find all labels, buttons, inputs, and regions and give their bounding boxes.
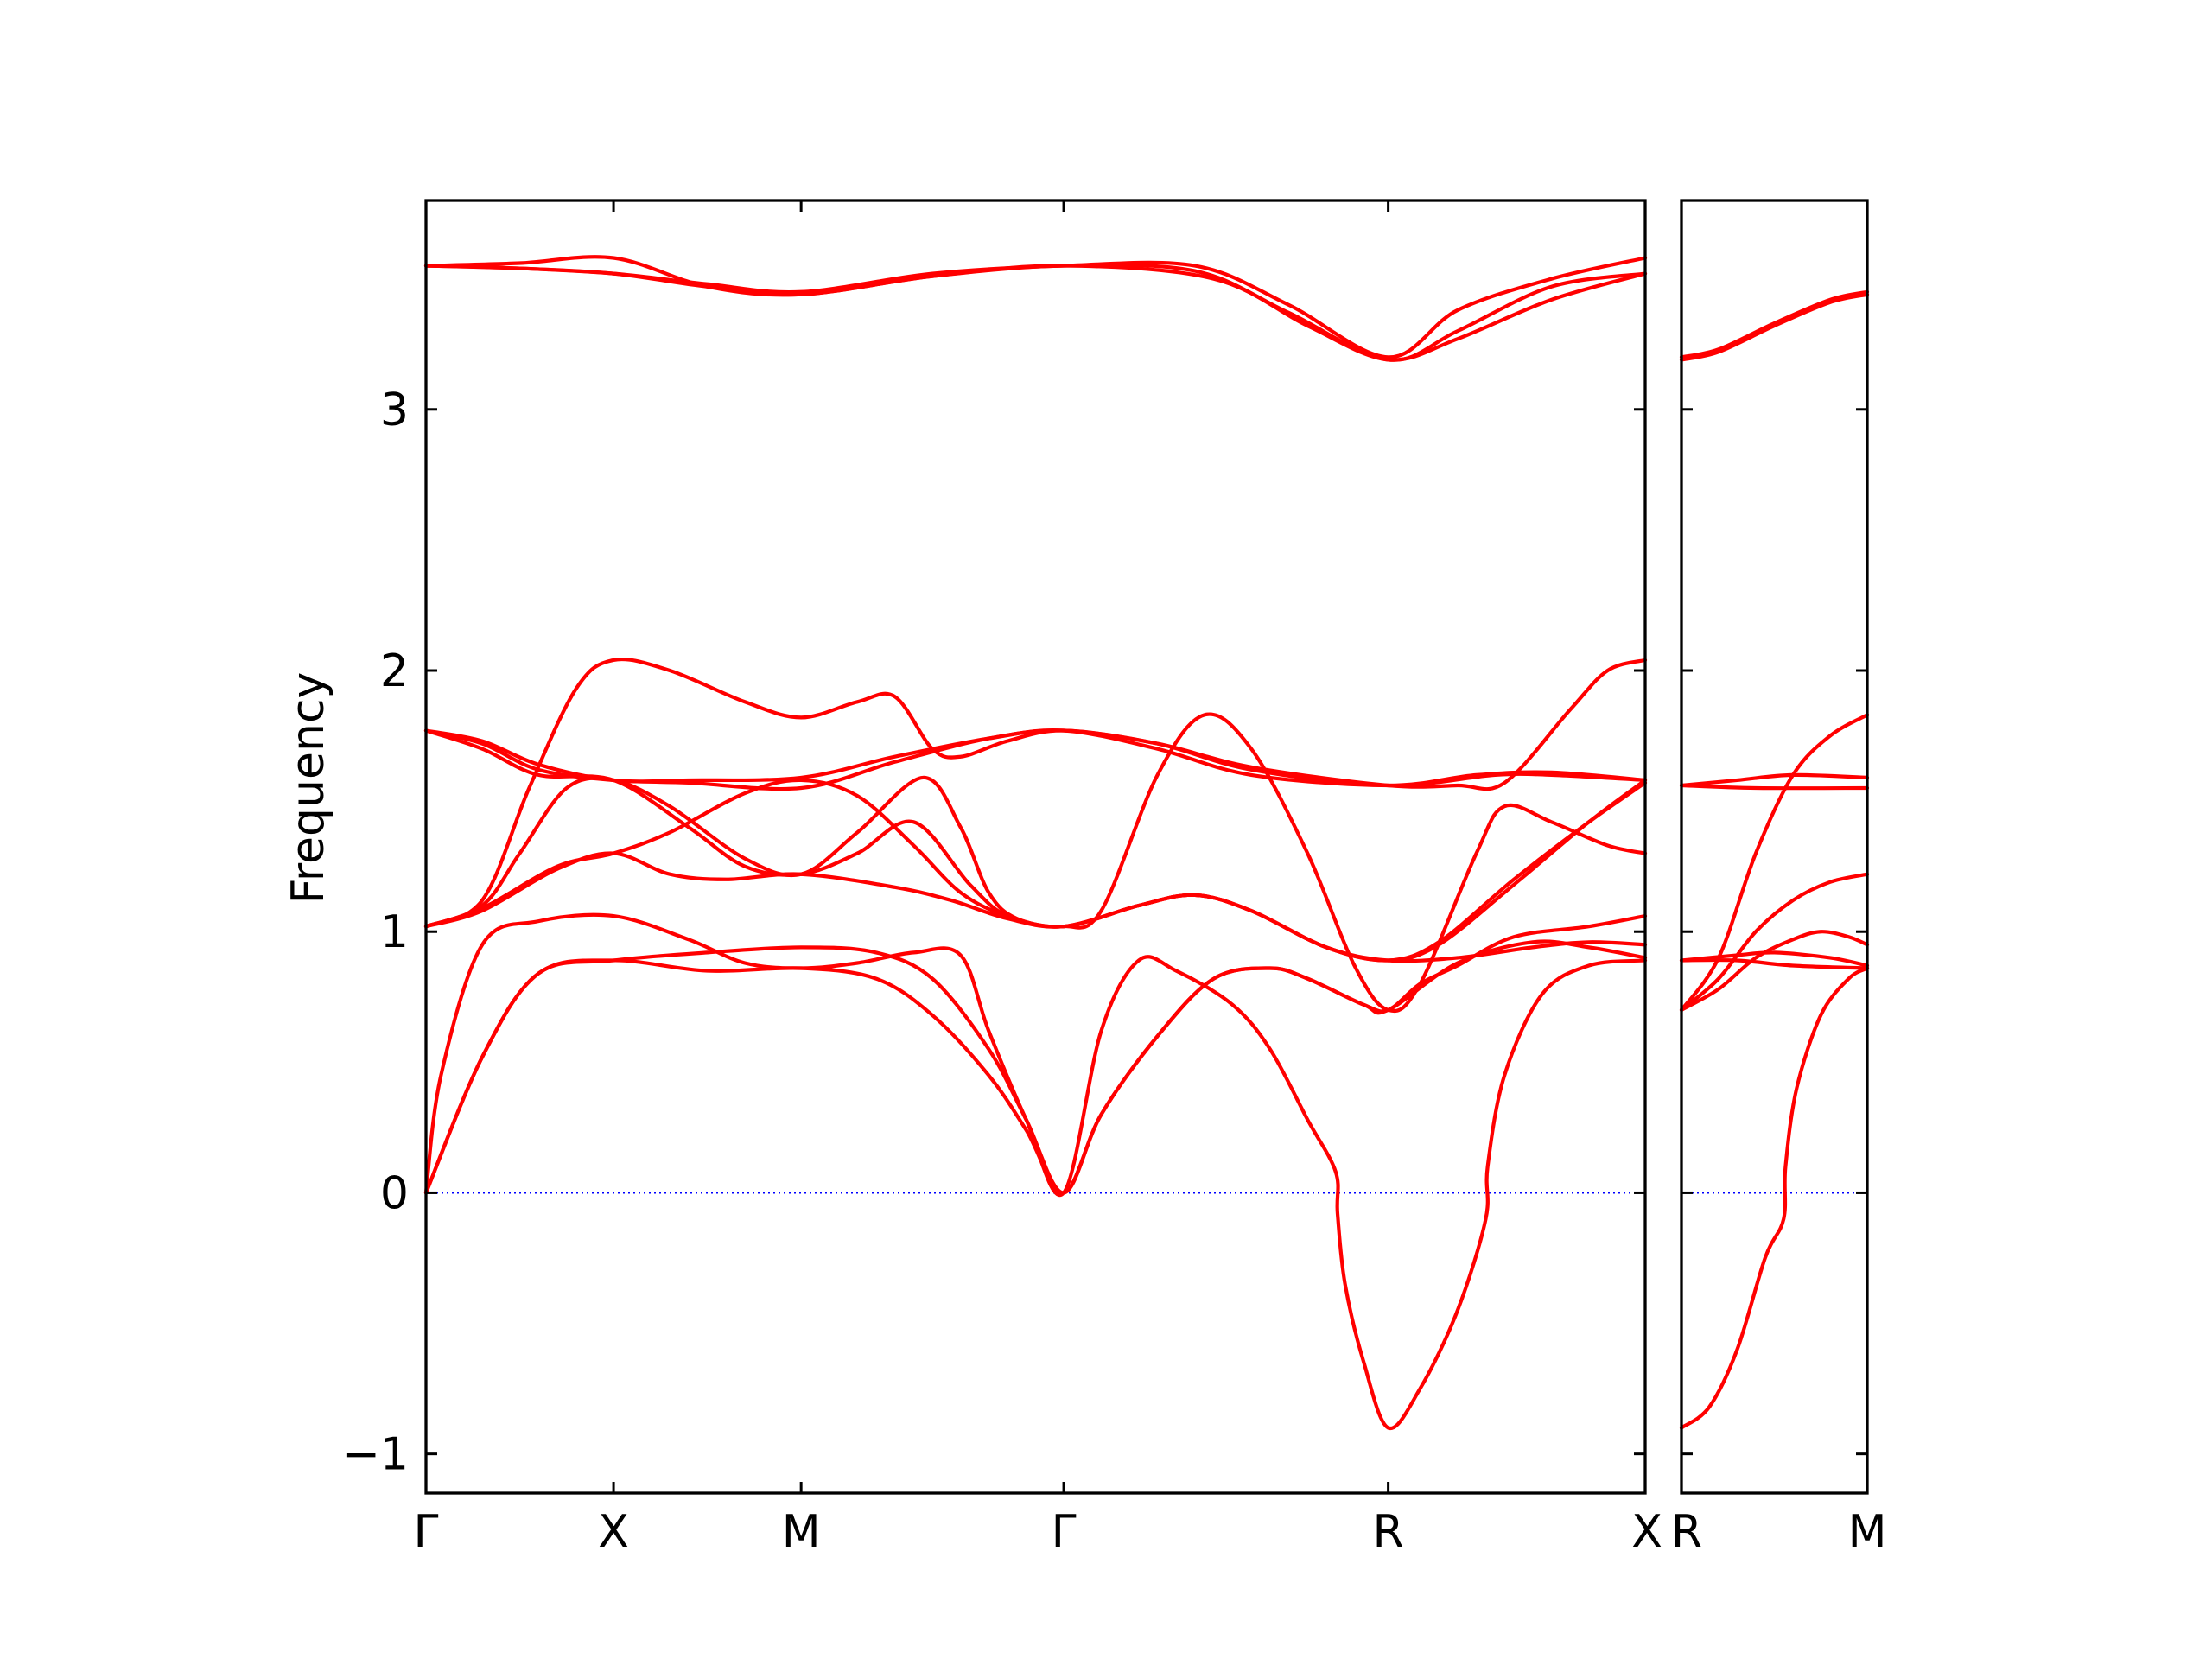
side-path-band-2: [1679, 289, 1870, 359]
y-axis-label: Frequency: [283, 672, 334, 905]
main-panel-marks: [423, 255, 1648, 1431]
side-path-band-1: [1679, 292, 1870, 362]
main-panel-axes: −1 0 1 2 3 Γ X M Γ R X: [342, 199, 1662, 1558]
main-path-x-tick-label: Γ: [414, 1506, 439, 1558]
y-tick-label: 3: [380, 385, 409, 436]
side-path-x-tick-label: M: [1848, 1506, 1887, 1558]
main-path-x-tick-label: Γ: [1052, 1506, 1077, 1558]
side-path-x-tick-label: R: [1671, 1506, 1702, 1558]
y-tick-label: 1: [380, 906, 409, 958]
main-path-band-8: [423, 712, 1648, 1014]
side-path-band-6: [1679, 872, 1870, 1012]
main-path-x-tick-label: M: [782, 1506, 821, 1558]
side-path-band-4: [1679, 783, 1870, 791]
main-path-band-3: [423, 264, 1648, 362]
y-tick-label: 0: [380, 1167, 409, 1219]
side-path-band-8: [1679, 957, 1870, 970]
main-path-band-10: [423, 728, 1648, 963]
side-panel-marks: [1679, 289, 1870, 1430]
y-tick-label: 2: [380, 645, 409, 697]
y-tick-label: −1: [342, 1429, 409, 1481]
side-path-band-3: [1679, 772, 1870, 788]
side-path-band-7: [1679, 930, 1870, 1012]
side-path-band-10: [1679, 966, 1870, 1430]
main-path-x-tick-label: R: [1373, 1506, 1404, 1558]
main-path-band-11: [423, 912, 1648, 1431]
side-path-frame: [1680, 199, 1869, 1495]
side-path-band-9: [1679, 950, 1870, 968]
main-path-frame: [424, 199, 1647, 1495]
main-panel: −1 0 1 2 3 Γ X M Γ R X: [342, 199, 1662, 1558]
main-path-band-13: [423, 913, 1648, 1195]
main-path-x-tick-label: X: [598, 1506, 629, 1558]
main-path-x-tick-label: X: [1631, 1506, 1662, 1558]
